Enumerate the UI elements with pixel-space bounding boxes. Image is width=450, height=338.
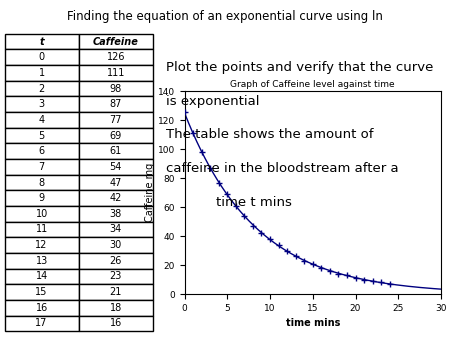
Title: Graph of Caffeine level against time: Graph of Caffeine level against time xyxy=(230,80,395,89)
X-axis label: time mins: time mins xyxy=(286,318,340,328)
Text: is exponential: is exponential xyxy=(166,95,260,107)
Y-axis label: Caffeine mg: Caffeine mg xyxy=(145,163,155,222)
Text: The table shows the amount of: The table shows the amount of xyxy=(166,128,374,141)
Text: Finding the equation of an exponential curve using ln: Finding the equation of an exponential c… xyxy=(67,10,383,23)
Text: caffeine in the bloodstream after a: caffeine in the bloodstream after a xyxy=(166,162,399,175)
Text: time t mins: time t mins xyxy=(216,196,292,209)
Text: Plot the points and verify that the curve: Plot the points and verify that the curv… xyxy=(166,61,434,74)
